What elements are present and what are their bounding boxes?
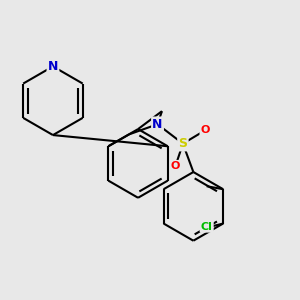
Text: O: O xyxy=(171,161,180,171)
Text: Cl: Cl xyxy=(201,221,213,232)
Text: N: N xyxy=(48,60,58,73)
Text: O: O xyxy=(201,125,210,135)
Text: N: N xyxy=(152,118,163,131)
Text: S: S xyxy=(178,137,188,150)
